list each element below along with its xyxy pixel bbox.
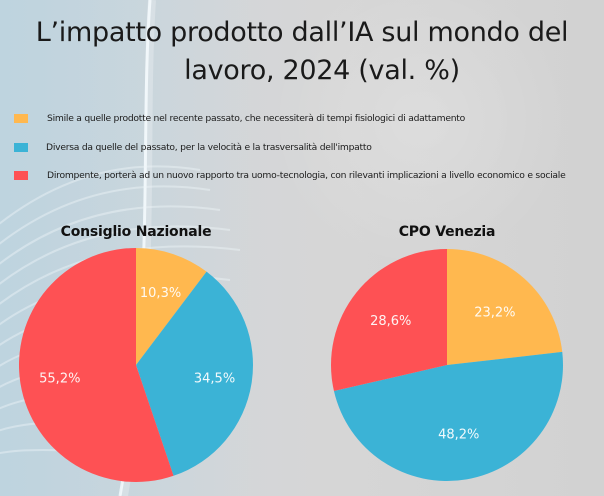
pie-slice bbox=[19, 248, 174, 482]
page-title: L’impatto prodotto dall’IA sul mondo del… bbox=[0, 14, 604, 90]
slice-value-label: 55,2% bbox=[39, 372, 80, 387]
slice-value-label: 48,2% bbox=[438, 428, 479, 443]
legend-label: Diversa da quelle del passato, per la ve… bbox=[46, 142, 372, 153]
title-line-2: lavoro, 2024 (val. %) bbox=[184, 55, 460, 86]
legend-label: Dirompente, porterà ad un nuovo rapporto… bbox=[47, 170, 566, 181]
legend-swatch-blue bbox=[14, 143, 28, 152]
slice-value-label: 10,3% bbox=[140, 286, 181, 301]
slice-value-label: 28,6% bbox=[370, 314, 411, 329]
legend-item-different: Diversa da quelle del passato, per la ve… bbox=[14, 142, 372, 153]
chart-title-consiglio-nazionale: Consiglio Nazionale bbox=[60, 224, 212, 240]
legend-swatch-yellow bbox=[14, 114, 28, 123]
title-line-1: L’impatto prodotto dall’IA sul mondo del bbox=[35, 17, 569, 48]
slice-value-label: 23,2% bbox=[474, 305, 515, 320]
legend-label: Simile a quelle prodotte nel recente pas… bbox=[47, 113, 466, 124]
slice-value-label: 34,5% bbox=[194, 372, 235, 387]
pie-slice bbox=[136, 271, 254, 476]
legend-item-disruptive: Dirompente, porterà ad un nuovo rapporto… bbox=[14, 170, 566, 181]
pie-slice bbox=[333, 351, 563, 481]
chart-title-cpo-venezia: CPO Venezia bbox=[398, 224, 496, 240]
legend-swatch-red bbox=[14, 171, 28, 180]
pie-slice bbox=[447, 249, 563, 365]
legend-item-similar: Simile a quelle prodotte nel recente pas… bbox=[14, 113, 465, 124]
pie-slice bbox=[331, 249, 447, 392]
pie-slice bbox=[136, 248, 207, 365]
